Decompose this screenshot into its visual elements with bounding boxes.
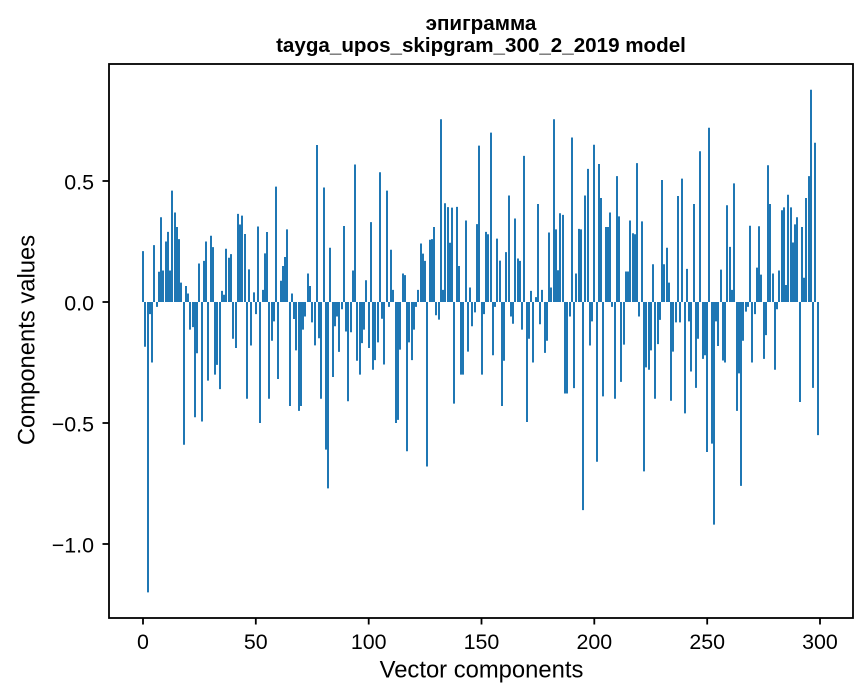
svg-text:tayga_upos_skipgram_300_2_2019: tayga_upos_skipgram_300_2_2019 model bbox=[276, 34, 686, 57]
svg-text:0: 0 bbox=[137, 630, 149, 654]
svg-text:эпиграмма: эпиграмма bbox=[426, 12, 537, 35]
svg-text:−1.0: −1.0 bbox=[52, 534, 94, 558]
svg-text:0.5: 0.5 bbox=[64, 170, 94, 194]
svg-text:300: 300 bbox=[802, 630, 838, 654]
svg-text:Vector components: Vector components bbox=[380, 657, 584, 684]
svg-text:100: 100 bbox=[351, 630, 387, 654]
svg-text:200: 200 bbox=[576, 630, 612, 654]
svg-text:Components values: Components values bbox=[14, 235, 41, 445]
svg-text:−0.5: −0.5 bbox=[52, 413, 94, 437]
svg-text:150: 150 bbox=[464, 630, 500, 654]
svg-text:250: 250 bbox=[689, 630, 725, 654]
svg-text:0.0: 0.0 bbox=[64, 292, 94, 316]
svg-text:50: 50 bbox=[244, 630, 268, 654]
